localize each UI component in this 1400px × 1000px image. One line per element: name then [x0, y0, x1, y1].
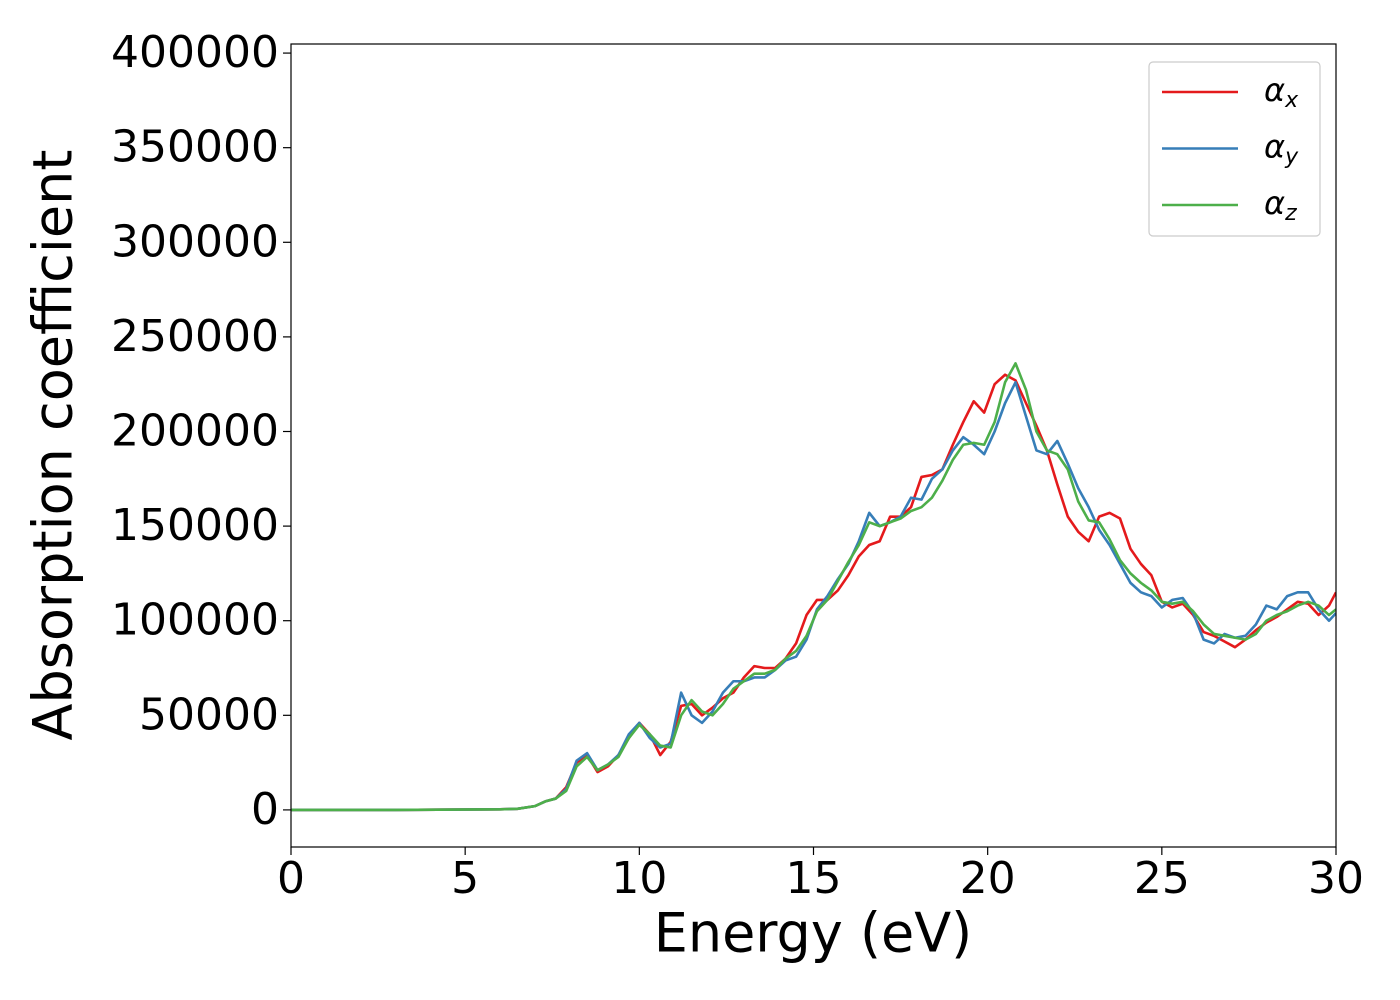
x-tick-label: 25: [1134, 853, 1190, 904]
x-axis-label: Energy (eV): [654, 902, 973, 965]
x-tick-label: 5: [451, 853, 479, 904]
y-tick-label: 200000: [111, 405, 279, 456]
y-tick-label: 150000: [111, 500, 279, 551]
data-line: [291, 381, 1336, 812]
y-tick-label: 300000: [111, 216, 279, 267]
x-tick-label: 15: [786, 853, 842, 904]
x-tick-label: 10: [611, 853, 667, 904]
y-tick-label: 0: [251, 784, 279, 835]
y-tick-label: 400000: [111, 27, 279, 78]
legend-label: αz: [1264, 184, 1297, 226]
y-tick-label: 250000: [111, 311, 279, 362]
legend-label: αx: [1264, 71, 1299, 113]
plot-area: [291, 362, 1336, 812]
x-tick-label: 0: [277, 853, 305, 904]
legend-label: αy: [1264, 128, 1299, 170]
y-tick-label: 50000: [139, 689, 279, 740]
y-tick-label: 350000: [111, 122, 279, 173]
y-tick-label: 100000: [111, 595, 279, 646]
x-tick-label: 30: [1308, 853, 1364, 904]
y-axis-label: Absorption coefficient: [22, 150, 85, 741]
x-tick-label: 20: [960, 853, 1016, 904]
data-line: [291, 362, 1336, 812]
